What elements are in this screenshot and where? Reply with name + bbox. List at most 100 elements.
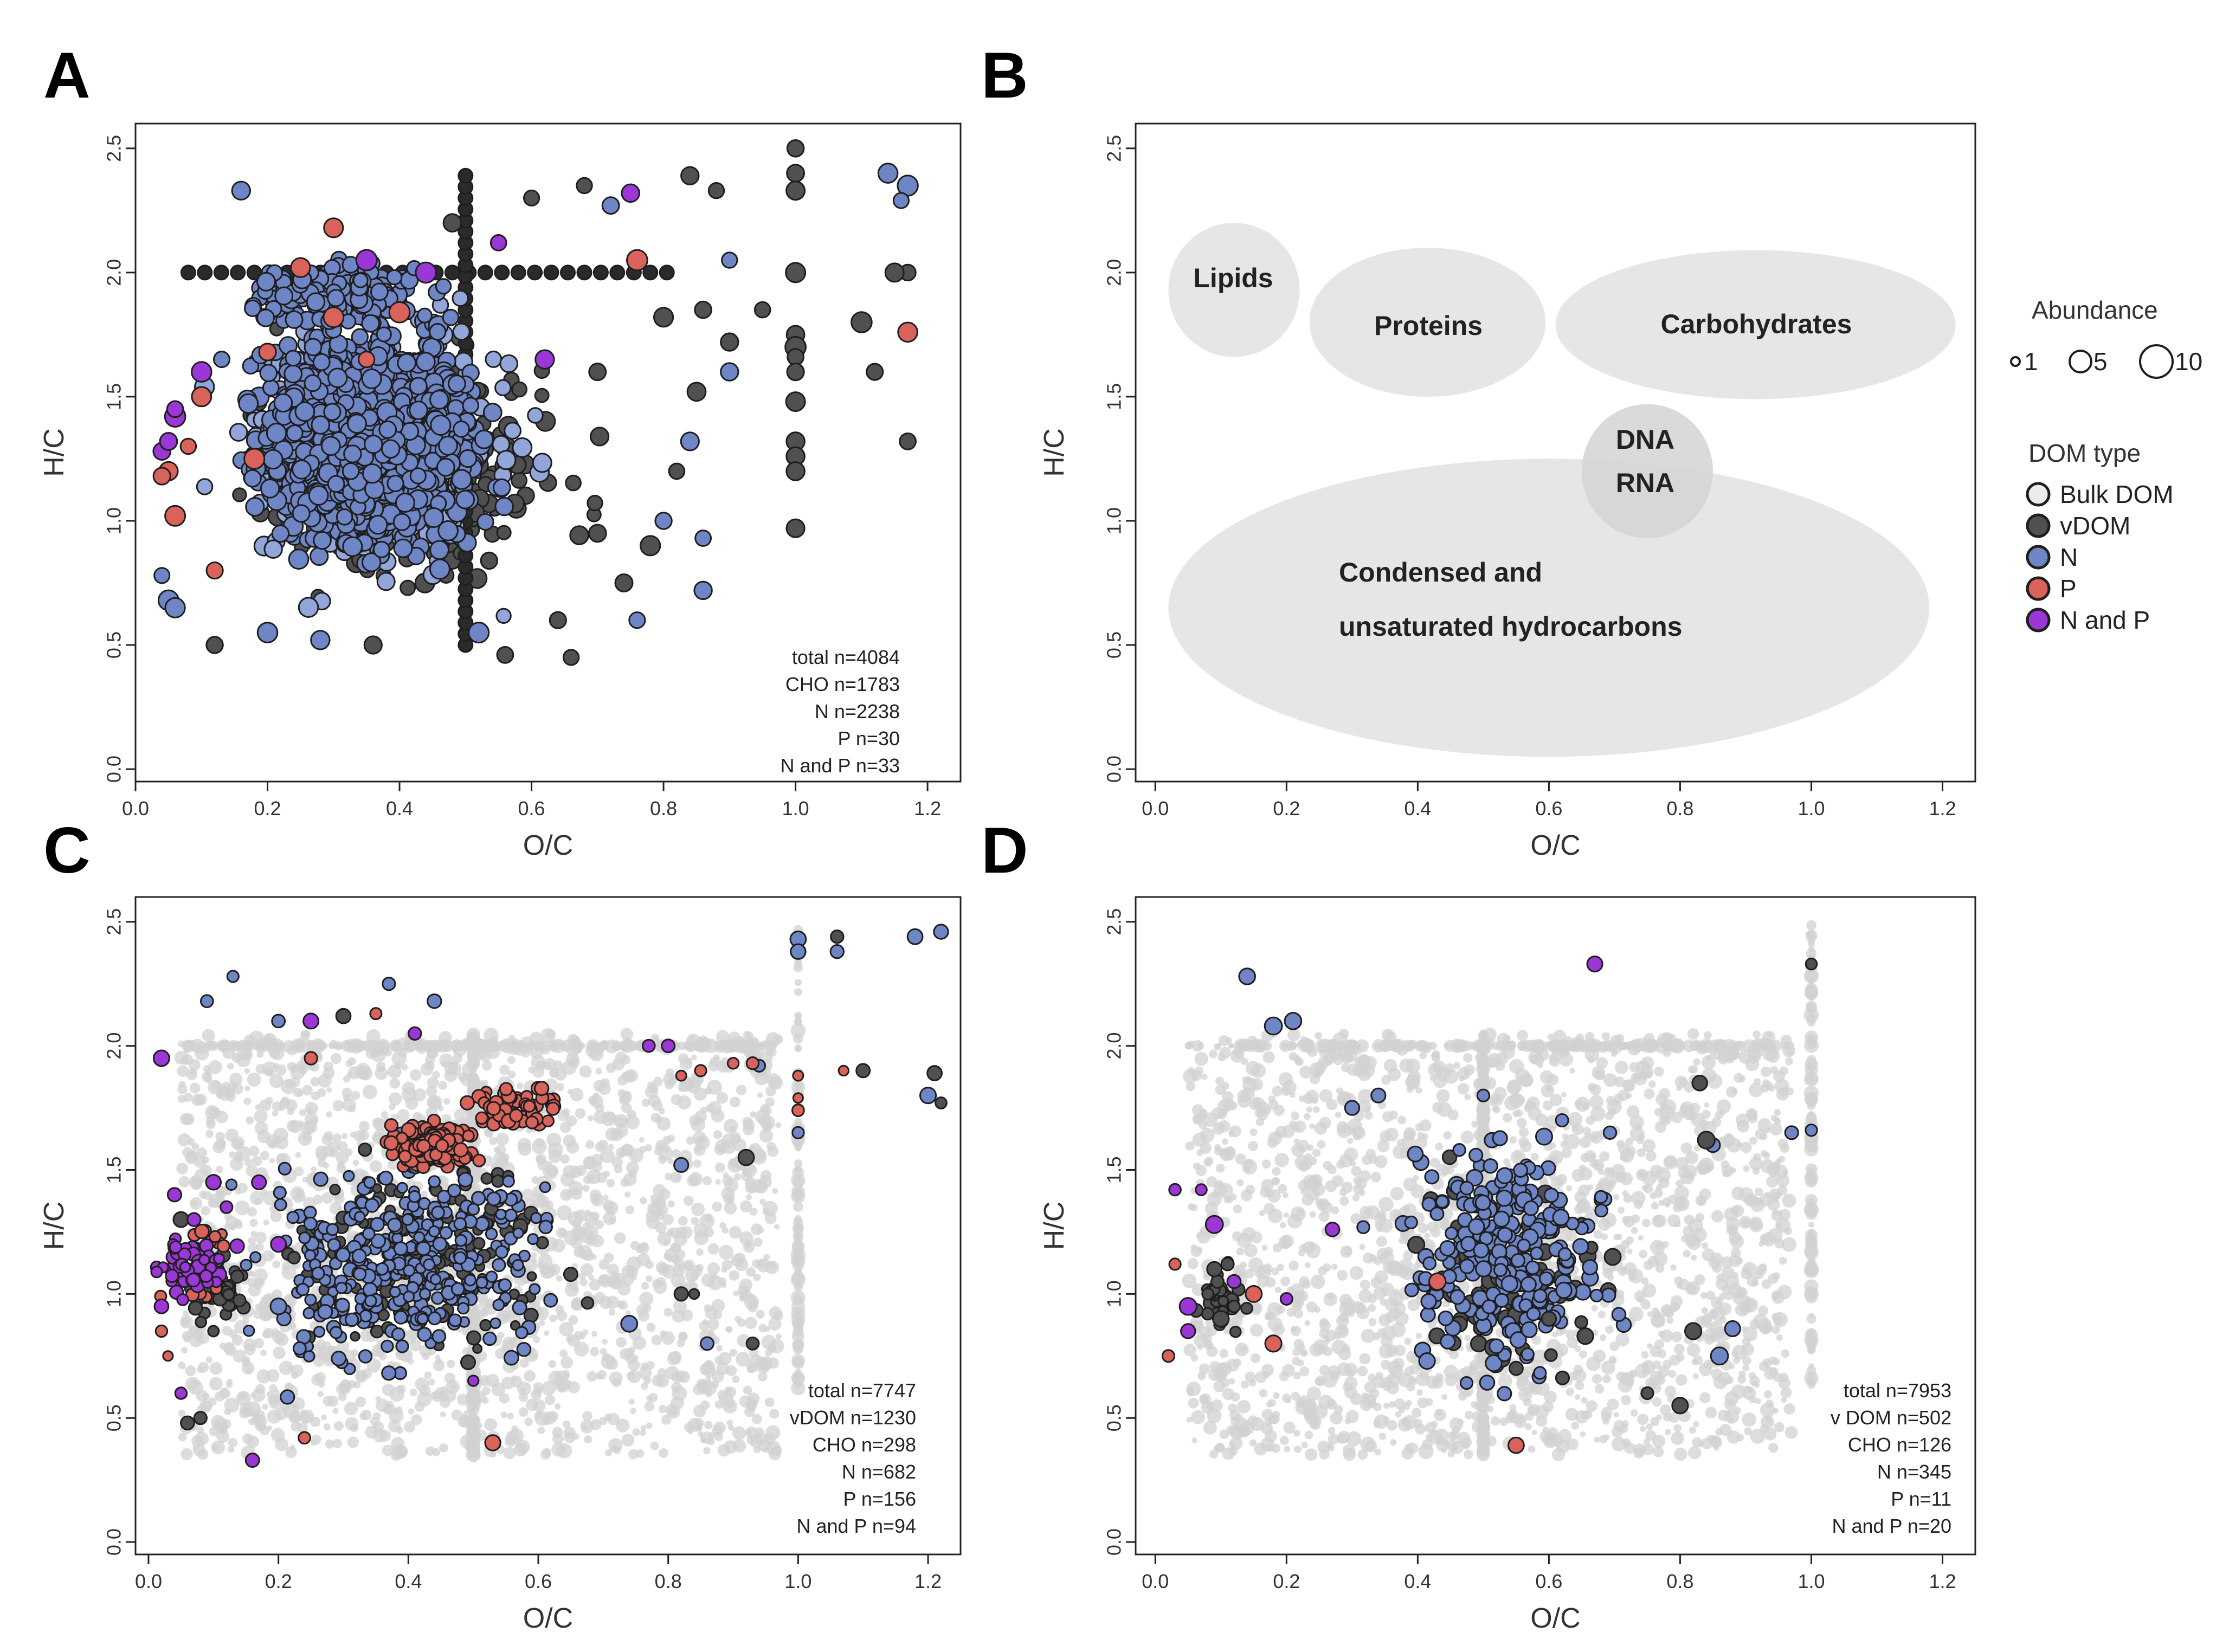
- bulk-dom-point: [671, 1396, 685, 1410]
- bulk-dom-point: [235, 1200, 250, 1216]
- bulk-dom-point: [653, 1184, 666, 1197]
- bulk-dom-point: [270, 1210, 282, 1222]
- bulk-dom-point: [605, 1295, 620, 1309]
- vdom-point: [458, 167, 474, 184]
- bulk-dom-point: [507, 1412, 514, 1419]
- bulk-dom-point: [559, 1322, 574, 1337]
- bulk-dom-point: [273, 1063, 280, 1070]
- bulk-dom-point: [439, 1443, 448, 1453]
- n-point: [323, 403, 342, 421]
- bulk-dom-point: [764, 1212, 777, 1224]
- bulk-dom-point: [387, 1064, 402, 1079]
- bulk-dom-point: [301, 1030, 310, 1038]
- n-point: [721, 251, 738, 269]
- bulk-dom-point: [714, 1356, 724, 1365]
- panel-c: C 0.0 0.2 0.4 0.6 0.8 1.0 1.20.00.51.01.52.02.…: [38, 814, 962, 1634]
- bulk-dom-point: [333, 1421, 344, 1431]
- bulk-dom-point: [504, 1435, 516, 1447]
- n-point: [213, 351, 230, 369]
- bulk-dom-point: [252, 1388, 266, 1402]
- y-tick-label: 2.5: [103, 135, 125, 162]
- vdom-point: [543, 264, 559, 281]
- bulk-dom-point: [628, 1169, 637, 1178]
- bulk-dom-point: [227, 1062, 234, 1070]
- bulk-dom-point: [358, 1121, 370, 1132]
- bulk-dom-point: [693, 1159, 701, 1168]
- bulk-dom-point: [493, 1151, 507, 1166]
- bulk-dom-point: [794, 1192, 803, 1202]
- bulk-dom-point: [410, 1069, 422, 1081]
- vdom-point: [565, 474, 582, 492]
- bulk-dom-point: [562, 1060, 577, 1075]
- bulk-dom-point: [215, 1138, 226, 1150]
- bulk-dom-point: [260, 1151, 269, 1160]
- bulk-dom-point: [191, 1143, 199, 1151]
- bulk-dom-point: [598, 1274, 608, 1285]
- n-point: [429, 390, 449, 410]
- bulk-dom-point: [667, 1228, 675, 1236]
- vdom-point: [576, 177, 593, 195]
- p-point: [358, 351, 376, 369]
- bulk-dom-point: [181, 1347, 188, 1354]
- bulk-dom-point: [575, 1108, 586, 1119]
- bulk-dom-point: [227, 1378, 233, 1385]
- y-tick-label: 1.5: [1103, 383, 1125, 410]
- n-point: [694, 530, 712, 547]
- n-point: [409, 401, 428, 420]
- bulk-dom-point: [618, 1300, 628, 1310]
- n-point: [294, 401, 315, 422]
- bulk-dom-point: [656, 1117, 671, 1131]
- legend-dom-vdom: vDOM: [2026, 512, 2130, 540]
- n-point: [306, 292, 326, 312]
- bulk-dom-point: [765, 1097, 775, 1107]
- n-point: [196, 478, 214, 495]
- n-point: [436, 457, 455, 477]
- bulk-dom-point: [663, 1252, 672, 1260]
- n-point: [423, 507, 444, 528]
- n-point: [342, 462, 360, 480]
- region-ellipses: [1168, 223, 1956, 757]
- bulk-dom-point: [408, 1408, 415, 1415]
- bulk-dom-point: [372, 1134, 379, 1141]
- bulk-dom-point: [595, 1068, 602, 1075]
- bulk-dom-point: [793, 1231, 804, 1242]
- bulk-dom-point: [795, 1283, 801, 1289]
- legend-dom-vdom-label: vDOM: [2060, 512, 2130, 540]
- bulk-dom-point: [557, 1443, 572, 1459]
- n-point: [532, 453, 552, 473]
- legend-abundance-10-label: 10: [2175, 347, 2202, 376]
- bulk-dom-point: [536, 1155, 543, 1163]
- count-cho: CHO n=1783: [785, 673, 900, 695]
- legend: Abundance 1 5 10 DOM type Bulk DOM vDOM …: [2010, 296, 2202, 634]
- n-point: [429, 540, 449, 560]
- bulk-dom-point: [704, 1038, 718, 1053]
- bulk-dom-point: [686, 1136, 695, 1145]
- bulk-dom-point: [739, 1231, 754, 1246]
- bulk-dom-point: [732, 1439, 746, 1453]
- bulk-dom-point: [700, 1400, 710, 1410]
- bulk-dom-point: [793, 1217, 803, 1228]
- bulk-dom-point: [736, 1085, 747, 1095]
- bulk-dom-point: [690, 1274, 698, 1282]
- bulk-dom-point: [295, 1152, 301, 1158]
- bulk-dom-point: [583, 1157, 596, 1170]
- bulk-dom-point: [566, 1335, 574, 1343]
- bulk-dom-point: [671, 1243, 681, 1254]
- bulk-dom-point: [244, 1068, 250, 1074]
- y-tick-label: 0.5: [103, 631, 125, 659]
- bulk-dom-point: [402, 1081, 416, 1095]
- n-point: [496, 450, 517, 470]
- bulk-dom-point: [588, 1095, 598, 1106]
- n-and-p-point: [621, 183, 640, 203]
- x-axis-label: O/C: [523, 830, 573, 861]
- bulk-dom-point: [447, 1359, 455, 1369]
- n-point: [273, 393, 293, 413]
- bulk-dom-point: [671, 1382, 682, 1393]
- n-point: [601, 196, 620, 215]
- scatter-points: [152, 139, 919, 666]
- bulk-dom-point: [388, 1408, 404, 1423]
- bulk-dom-point: [511, 1425, 519, 1432]
- bulk-dom-point: [650, 1441, 659, 1450]
- x-tick-label: 0.4: [386, 797, 413, 819]
- bulk-dom-point: [794, 988, 802, 996]
